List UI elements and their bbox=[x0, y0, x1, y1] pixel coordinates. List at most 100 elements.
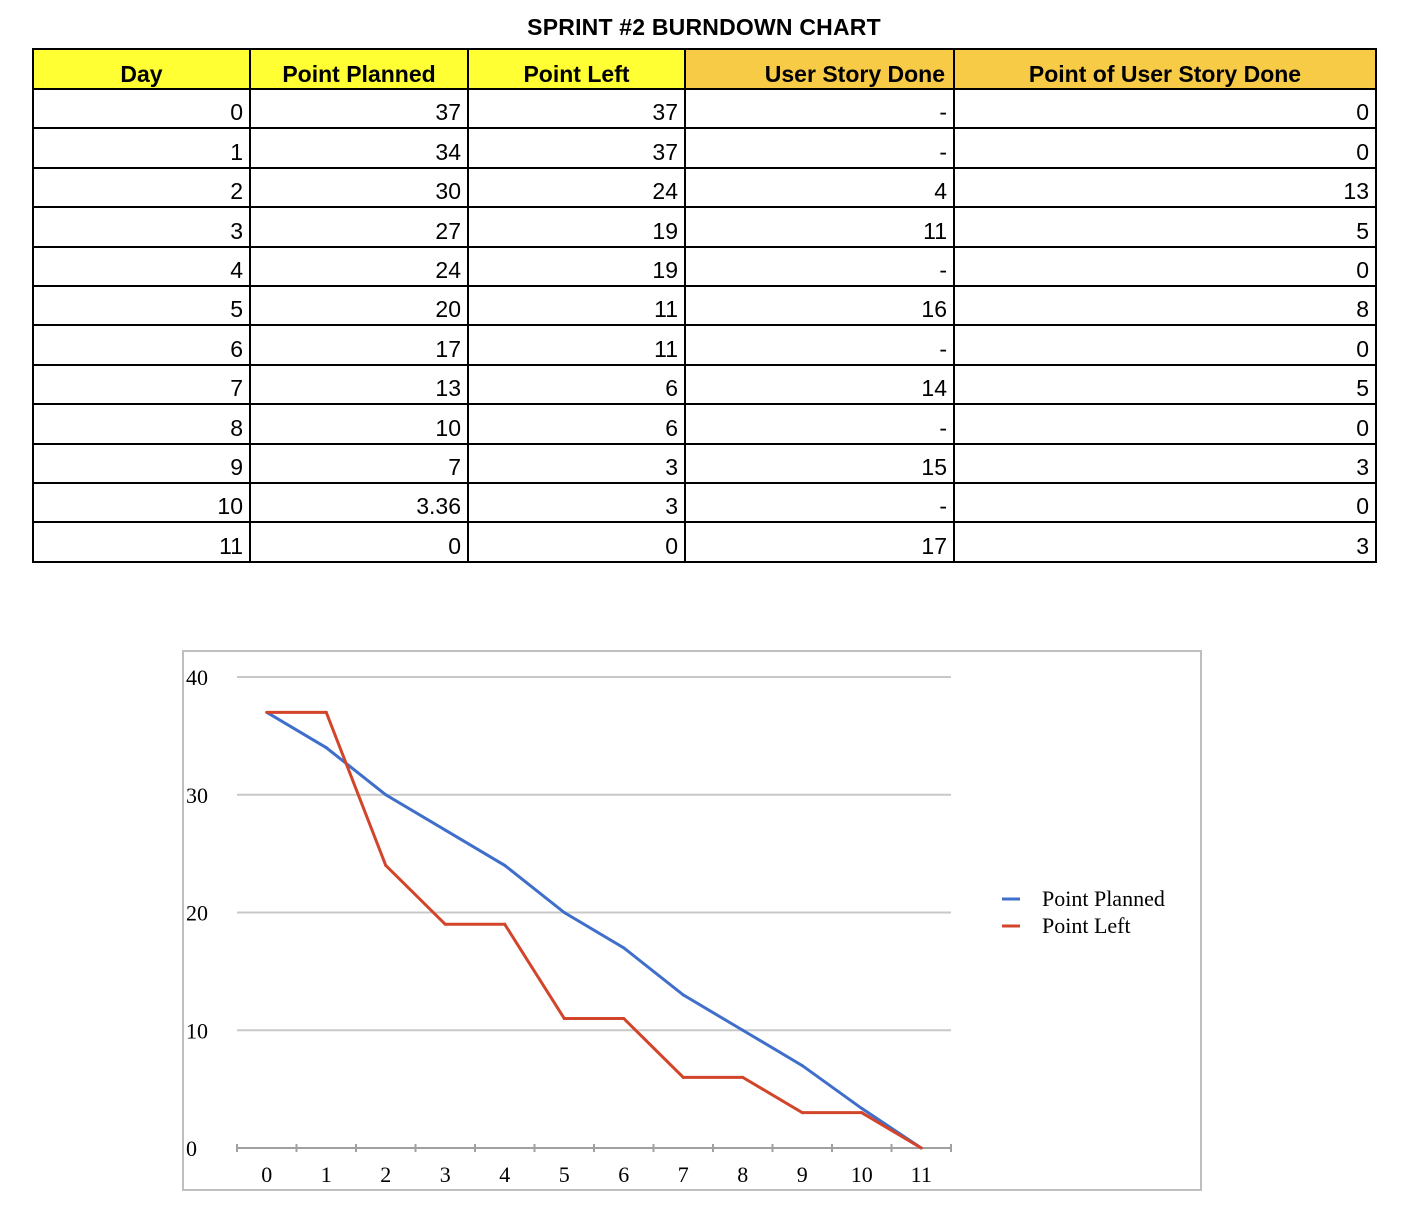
data-point bbox=[800, 1111, 804, 1115]
cell-point-of-user-story-done: 5 bbox=[953, 363, 1377, 406]
data-point bbox=[324, 710, 328, 714]
data-point bbox=[741, 1028, 745, 1032]
cell-point-left: 6 bbox=[467, 363, 686, 406]
cell-point-left: 11 bbox=[467, 324, 686, 366]
x-tick-label: 2 bbox=[380, 1162, 391, 1187]
cell-point-of-user-story-done: 0 bbox=[953, 245, 1377, 287]
x-tick-label: 4 bbox=[499, 1162, 510, 1187]
cell-user-story-done: - bbox=[684, 324, 955, 366]
data-point bbox=[681, 1075, 685, 1079]
x-tick-label: 11 bbox=[911, 1162, 932, 1187]
cell-day: 6 bbox=[32, 324, 251, 366]
cell-day: 8 bbox=[32, 403, 251, 445]
table-row: 0 37 37-0 bbox=[32, 87, 1377, 130]
cell-user-story-done: - bbox=[684, 87, 955, 130]
cell-point-of-user-story-done: 5 bbox=[953, 206, 1377, 248]
cell-day: 5 bbox=[32, 284, 251, 327]
cell-user-story-done: - bbox=[684, 481, 955, 524]
cell-point-planned: 30 bbox=[249, 166, 469, 209]
cell-point-left: 19 bbox=[467, 245, 686, 287]
cell-point-planned: 24 bbox=[249, 245, 469, 287]
data-point bbox=[562, 1016, 566, 1020]
cell-point-of-user-story-done: 0 bbox=[953, 403, 1377, 445]
cell-point-planned: 3.36 bbox=[249, 481, 469, 524]
legend-label: Point Planned bbox=[1042, 886, 1165, 911]
burndown-chart: 0 10 20 30 40 0 1 2 3 4 5 6 7 8 9 10 11 Point Planned Poin… bbox=[182, 650, 1202, 1191]
table-row: 11 0 0 17 3 bbox=[32, 521, 1377, 563]
x-tick-label: 5 bbox=[559, 1162, 570, 1187]
data-point bbox=[443, 828, 447, 832]
chart-svg: 0 10 20 30 40 0 1 2 3 4 5 6 7 8 9 10 11 Point PlannedPoin… bbox=[186, 665, 1165, 1187]
table-row: 3 27 19 11 5 bbox=[32, 206, 1377, 248]
table-row: 8 10 6-0 bbox=[32, 403, 1377, 445]
cell-point-left: 3 bbox=[467, 442, 686, 484]
cell-point-of-user-story-done: 0 bbox=[953, 481, 1377, 524]
cell-point-left: 3 bbox=[467, 481, 686, 524]
x-tick-label: 8 bbox=[737, 1162, 748, 1187]
table-row: 10 3.36 3-0 bbox=[32, 481, 1377, 524]
cell-point-left: 11 bbox=[467, 284, 686, 327]
header-point-of-user-story-done: Point of User Story Done bbox=[953, 48, 1377, 90]
data-point bbox=[800, 1064, 804, 1068]
cell-point-planned: 37 bbox=[249, 87, 469, 130]
data-point bbox=[860, 1106, 864, 1110]
cell-point-left: 24 bbox=[467, 166, 686, 209]
data-point bbox=[265, 710, 269, 714]
cell-day: 10 bbox=[32, 481, 251, 524]
cell-point-of-user-story-done: 0 bbox=[953, 87, 1377, 130]
x-tick-label: 3 bbox=[440, 1162, 451, 1187]
data-point bbox=[622, 1016, 626, 1020]
cell-user-story-done: 15 bbox=[684, 442, 955, 484]
header-user-story-done: User Story Done bbox=[684, 48, 955, 90]
y-tick-label: 30 bbox=[186, 783, 208, 808]
cell-user-story-done: 17 bbox=[684, 521, 955, 563]
y-tick-label: 0 bbox=[186, 1136, 197, 1161]
data-point bbox=[443, 922, 447, 926]
cell-point-of-user-story-done: 3 bbox=[953, 442, 1377, 484]
cell-user-story-done: - bbox=[684, 245, 955, 287]
header-day: Day bbox=[32, 48, 251, 90]
series-line-point-left bbox=[266, 710, 923, 1150]
cell-point-left: 0 bbox=[467, 521, 686, 563]
table-row: 6 17 11-0 bbox=[32, 324, 1377, 366]
cell-point-of-user-story-done: 13 bbox=[953, 166, 1377, 209]
data-point bbox=[919, 1146, 923, 1150]
cell-point-of-user-story-done: 0 bbox=[953, 324, 1377, 366]
x-tick-label: 6 bbox=[618, 1162, 629, 1187]
cell-day: 4 bbox=[32, 245, 251, 287]
y-tick-label: 20 bbox=[186, 901, 208, 926]
cell-point-left: 19 bbox=[467, 206, 686, 248]
cell-day: 1 bbox=[32, 127, 251, 169]
series-line-point-planned bbox=[265, 711, 923, 1150]
data-point bbox=[503, 863, 507, 867]
y-tick-label: 40 bbox=[186, 665, 208, 690]
table-row: 1 34 37-0 bbox=[32, 127, 1377, 169]
cell-day: 0 bbox=[32, 87, 251, 130]
cell-day: 7 bbox=[32, 363, 251, 406]
cell-user-story-done: 11 bbox=[684, 206, 955, 248]
cell-point-planned: 7 bbox=[249, 442, 469, 484]
cell-point-of-user-story-done: 0 bbox=[953, 127, 1377, 169]
cell-day: 2 bbox=[32, 166, 251, 209]
cell-point-planned: 10 bbox=[249, 403, 469, 445]
page-title: SPRINT #2 BURNDOWN CHART bbox=[527, 14, 881, 40]
data-point bbox=[741, 1075, 745, 1079]
data-point bbox=[324, 746, 328, 750]
table-row: 2 30 24 4 13 bbox=[32, 166, 1377, 209]
cell-point-planned: 17 bbox=[249, 324, 469, 366]
x-tick-label: 0 bbox=[261, 1162, 272, 1187]
cell-day: 9 bbox=[32, 442, 251, 484]
y-tick-label: 10 bbox=[186, 1018, 208, 1043]
cell-point-left: 6 bbox=[467, 403, 686, 445]
x-tick-label: 7 bbox=[678, 1162, 689, 1187]
cell-point-left: 37 bbox=[467, 87, 686, 130]
data-point bbox=[503, 922, 507, 926]
cell-point-left: 37 bbox=[467, 127, 686, 169]
table-row: 4 24 19-0 bbox=[32, 245, 1377, 287]
cell-user-story-done: 4 bbox=[684, 166, 955, 209]
data-point bbox=[562, 911, 566, 914]
cell-point-of-user-story-done: 8 bbox=[953, 284, 1377, 327]
table-row: 7 13 6 14 5 bbox=[32, 363, 1377, 406]
cell-user-story-done: - bbox=[684, 403, 955, 445]
cell-point-planned: 34 bbox=[249, 127, 469, 169]
